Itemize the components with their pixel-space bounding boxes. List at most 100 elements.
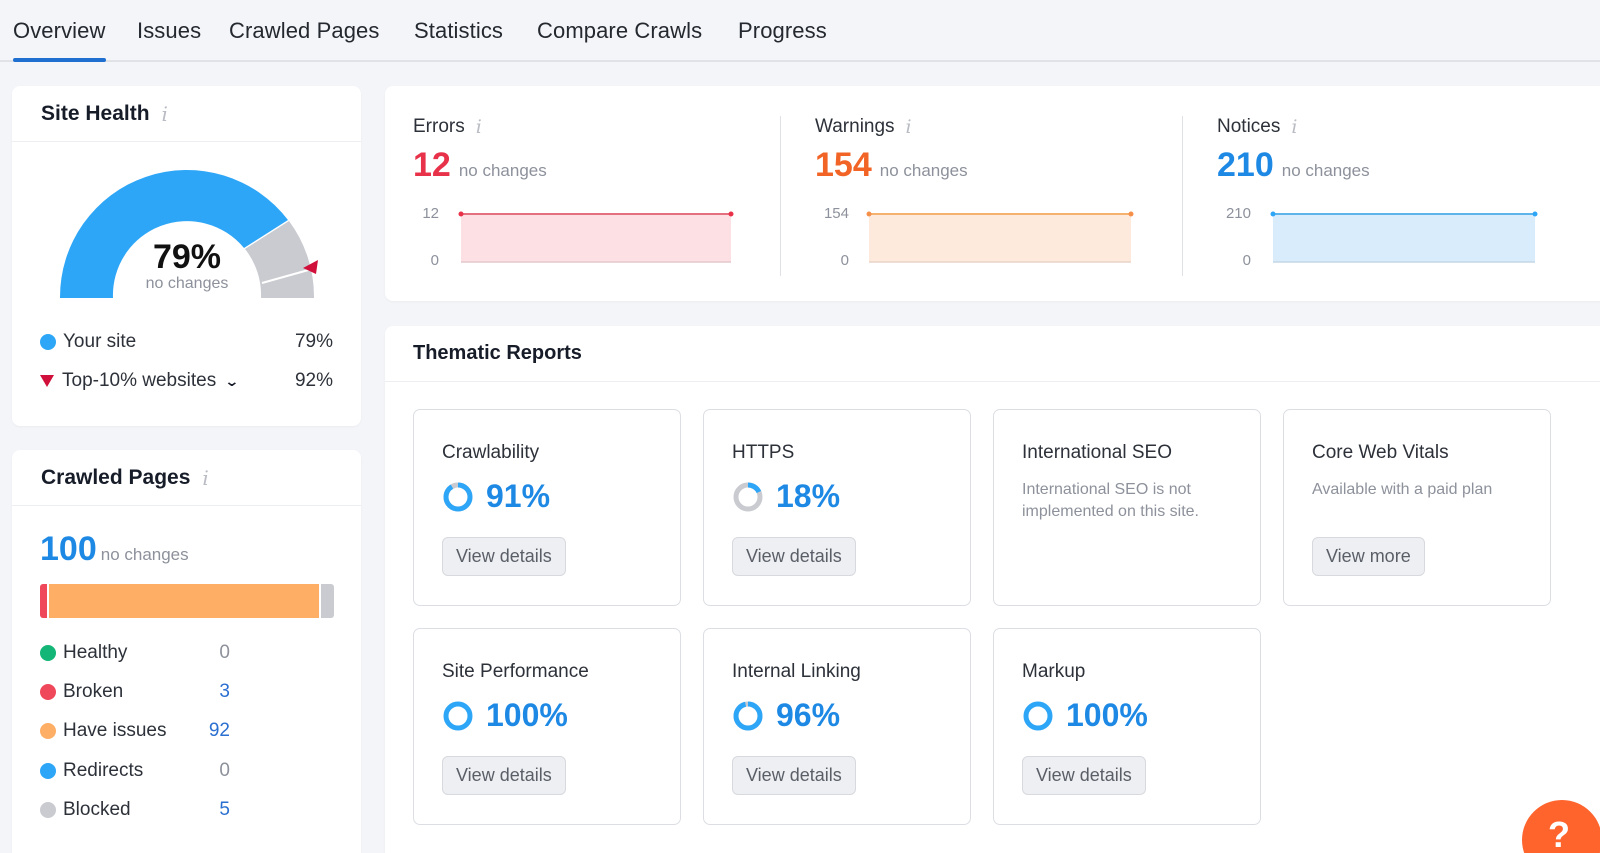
report-description: International SEO is not implemented on … — [1022, 481, 1199, 520]
warnings-widget[interactable]: Warnings i 154 no changes 154 0 — [787, 86, 1182, 301]
legend-label: Your site — [63, 331, 137, 352]
blue-dot-icon — [40, 763, 56, 779]
cp-row-redirects: Redirects 0 — [40, 760, 230, 782]
divider — [1182, 116, 1183, 276]
notices-y-max: 210 — [1225, 205, 1251, 222]
errors-sparkline — [458, 211, 734, 263]
red-dot-icon — [40, 684, 56, 700]
donut-icon — [1023, 701, 1053, 730]
site-health-gauge — [59, 169, 318, 298]
thematic-title: Thematic Reports — [413, 342, 582, 364]
warnings-y-min: 0 — [840, 252, 849, 269]
bar-broken[interactable] — [40, 584, 47, 618]
tab-compare-crawls[interactable]: Compare Crawls — [537, 18, 703, 43]
tab-issues[interactable]: Issues — [137, 18, 202, 43]
bar-have-issues[interactable] — [49, 584, 319, 618]
report-score: 91% — [442, 478, 550, 515]
site-health-title: Site Health — [41, 101, 150, 125]
row-label: Broken — [63, 681, 124, 702]
count-value: 100 — [40, 530, 97, 568]
legend-your-site: Your site 79% — [40, 331, 333, 353]
gauge-center: 79% no changes — [42, 238, 332, 293]
report-title: Site Performance — [442, 661, 589, 682]
bar-blocked[interactable] — [321, 584, 334, 618]
report-title: Markup — [1022, 661, 1086, 682]
donut-icon — [443, 701, 473, 730]
notices-label: Notices i — [1217, 116, 1298, 138]
report-https: HTTPS 18% View details — [703, 409, 971, 606]
errors-y-max: 12 — [422, 205, 439, 222]
chevron-down-icon[interactable]: ⌄ — [224, 372, 240, 389]
crawled-pages-bar[interactable] — [40, 584, 334, 618]
view-details-button[interactable]: View details — [1022, 756, 1146, 795]
info-icon[interactable]: i — [475, 116, 482, 138]
report-score: 96% — [732, 697, 840, 734]
tab-bar: Overview Issues Crawled Pages Statistics… — [0, 0, 1600, 62]
crawled-pages-title: Crawled Pages — [41, 465, 191, 489]
warnings-sparkline — [866, 211, 1134, 263]
info-icon[interactable]: i — [1291, 116, 1298, 138]
tab-statistics[interactable]: Statistics — [414, 18, 504, 43]
report-title: HTTPS — [732, 442, 795, 463]
cp-row-blocked: Blocked 5 — [40, 799, 230, 821]
issues-summary-card: Errors i 12 no changes 12 0 Warnings i 154 n… — [385, 86, 1600, 301]
report-markup: Markup 100% View details — [993, 628, 1261, 825]
count-change: no changes — [100, 545, 189, 564]
view-details-button[interactable]: View details — [732, 756, 856, 795]
report-site-performance: Site Performance 100% View details — [413, 628, 681, 825]
notices-sparkline — [1270, 211, 1538, 263]
view-details-button[interactable]: View details — [732, 537, 856, 576]
row-label: Healthy — [63, 642, 128, 663]
tab-crawled-pages[interactable]: Crawled Pages — [229, 18, 380, 43]
errors-y-min: 0 — [430, 252, 439, 269]
report-core-web-vitals: Core Web Vitals Available with a paid pl… — [1283, 409, 1551, 606]
warnings-label: Warnings i — [815, 116, 912, 138]
top10-marker-icon — [303, 260, 318, 274]
row-value-link[interactable]: 5 — [219, 799, 230, 820]
tab-overview[interactable]: Overview — [13, 18, 106, 62]
divider — [780, 116, 781, 276]
row-value-link[interactable]: 3 — [219, 681, 230, 702]
report-description: Available with a paid plan — [1312, 481, 1493, 498]
site-health-change: no changes — [145, 275, 229, 292]
errors-widget[interactable]: Errors i 12 no changes 12 0 — [385, 86, 780, 301]
cp-row-have-issues: Have issues 92 — [40, 720, 230, 742]
donut-icon — [733, 701, 763, 730]
info-icon[interactable]: i — [202, 465, 209, 490]
row-label: Blocked — [63, 799, 131, 820]
crawled-pages-header: Crawled Pages i — [12, 450, 361, 506]
row-value: 0 — [219, 760, 230, 781]
crawled-pages-count[interactable]: 100 no changes — [40, 530, 189, 569]
notices-value[interactable]: 210 no changes — [1217, 146, 1370, 184]
orange-dot-icon — [40, 723, 56, 739]
row-value-link[interactable]: 92 — [208, 720, 230, 741]
errors-value[interactable]: 12 no changes — [413, 146, 547, 184]
row-value: 0 — [219, 642, 230, 663]
report-score: 100% — [1022, 697, 1148, 734]
site-health-card: Site Health i 79% no changes Your site 7… — [12, 86, 361, 426]
report-title: International SEO — [1022, 442, 1172, 463]
view-details-button[interactable]: View details — [442, 537, 566, 576]
legend-label: Top-10% websites — [62, 370, 217, 391]
red-triangle-icon — [40, 375, 54, 387]
row-label: Redirects — [63, 760, 144, 781]
notices-widget[interactable]: Notices i 210 no changes 210 0 — [1189, 86, 1600, 301]
warnings-y-max: 154 — [823, 205, 849, 222]
notices-y-min: 0 — [1242, 252, 1251, 269]
row-label: Have issues — [63, 720, 167, 741]
warnings-value[interactable]: 154 no changes — [815, 146, 968, 184]
view-more-button[interactable]: View more — [1312, 537, 1425, 576]
green-dot-icon — [40, 645, 56, 661]
cp-row-healthy: Healthy 0 — [40, 642, 230, 664]
report-score: 18% — [732, 478, 840, 515]
info-icon[interactable]: i — [905, 116, 912, 138]
help-button[interactable]: ? — [1522, 800, 1600, 853]
tab-progress[interactable]: Progress — [738, 18, 827, 43]
donut-icon — [443, 482, 473, 511]
legend-top10[interactable]: Top-10% websites ⌄ 92% — [40, 370, 333, 392]
view-details-button[interactable]: View details — [442, 756, 566, 795]
info-icon[interactable]: i — [161, 101, 168, 126]
report-title: Internal Linking — [732, 661, 861, 682]
crawled-pages-card: Crawled Pages i 100 no changes Healthy 0 … — [12, 450, 361, 853]
donut-icon — [733, 482, 763, 511]
